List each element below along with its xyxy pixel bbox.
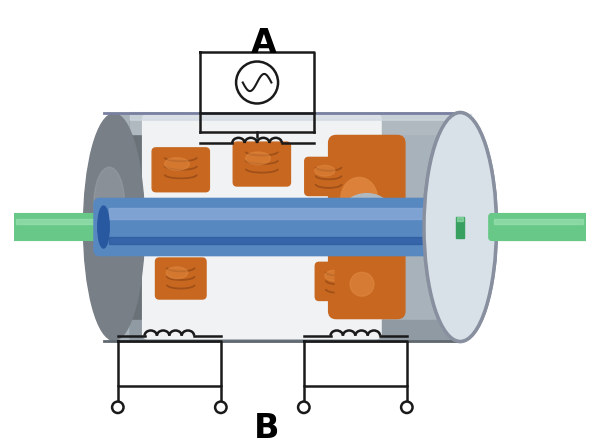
Ellipse shape bbox=[343, 214, 391, 250]
Ellipse shape bbox=[98, 206, 109, 248]
Ellipse shape bbox=[424, 112, 496, 341]
FancyBboxPatch shape bbox=[329, 135, 405, 319]
FancyBboxPatch shape bbox=[11, 214, 150, 241]
Ellipse shape bbox=[166, 267, 188, 279]
Bar bbox=[436, 220, 584, 224]
Bar bbox=[457, 217, 463, 221]
FancyBboxPatch shape bbox=[431, 214, 589, 241]
FancyBboxPatch shape bbox=[334, 141, 399, 313]
Ellipse shape bbox=[341, 177, 377, 220]
Bar bbox=[109, 237, 424, 244]
Ellipse shape bbox=[315, 165, 335, 176]
Polygon shape bbox=[130, 112, 472, 120]
Ellipse shape bbox=[350, 272, 374, 296]
Ellipse shape bbox=[336, 143, 397, 311]
FancyBboxPatch shape bbox=[94, 198, 439, 256]
Ellipse shape bbox=[424, 112, 496, 341]
Polygon shape bbox=[130, 320, 462, 341]
Bar bbox=[457, 216, 464, 237]
Bar bbox=[109, 208, 424, 220]
FancyBboxPatch shape bbox=[315, 263, 361, 301]
Ellipse shape bbox=[325, 270, 344, 281]
Circle shape bbox=[298, 401, 310, 413]
Circle shape bbox=[236, 61, 278, 103]
FancyBboxPatch shape bbox=[152, 148, 209, 192]
FancyBboxPatch shape bbox=[143, 114, 381, 339]
Circle shape bbox=[401, 401, 413, 413]
Polygon shape bbox=[109, 112, 460, 341]
FancyBboxPatch shape bbox=[489, 214, 589, 241]
Circle shape bbox=[215, 401, 227, 413]
Ellipse shape bbox=[164, 158, 190, 170]
Polygon shape bbox=[130, 112, 462, 134]
FancyBboxPatch shape bbox=[233, 142, 290, 186]
FancyBboxPatch shape bbox=[155, 258, 206, 299]
Bar bbox=[130, 114, 148, 339]
Text: B: B bbox=[254, 412, 280, 445]
Bar bbox=[16, 220, 145, 224]
Text: A: A bbox=[251, 27, 277, 60]
Ellipse shape bbox=[424, 112, 496, 341]
Ellipse shape bbox=[245, 152, 271, 165]
Bar bbox=[494, 220, 583, 224]
FancyBboxPatch shape bbox=[335, 238, 398, 315]
FancyBboxPatch shape bbox=[331, 138, 402, 316]
Circle shape bbox=[112, 401, 124, 413]
Ellipse shape bbox=[339, 194, 394, 241]
Ellipse shape bbox=[83, 114, 145, 340]
Ellipse shape bbox=[94, 167, 124, 239]
FancyBboxPatch shape bbox=[305, 157, 352, 195]
